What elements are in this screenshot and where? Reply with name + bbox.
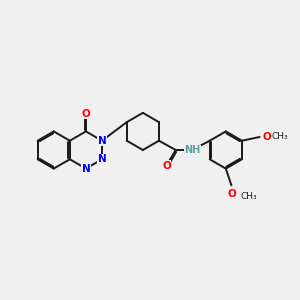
Text: CH₃: CH₃ xyxy=(272,133,288,142)
Text: O: O xyxy=(82,109,90,119)
Text: N: N xyxy=(82,164,90,174)
Text: CH₃: CH₃ xyxy=(241,192,257,201)
Text: NH: NH xyxy=(184,145,200,155)
Text: N: N xyxy=(98,154,106,164)
Text: O: O xyxy=(262,132,271,142)
Text: N: N xyxy=(98,136,106,146)
Text: O: O xyxy=(162,161,171,171)
Text: O: O xyxy=(227,189,236,199)
